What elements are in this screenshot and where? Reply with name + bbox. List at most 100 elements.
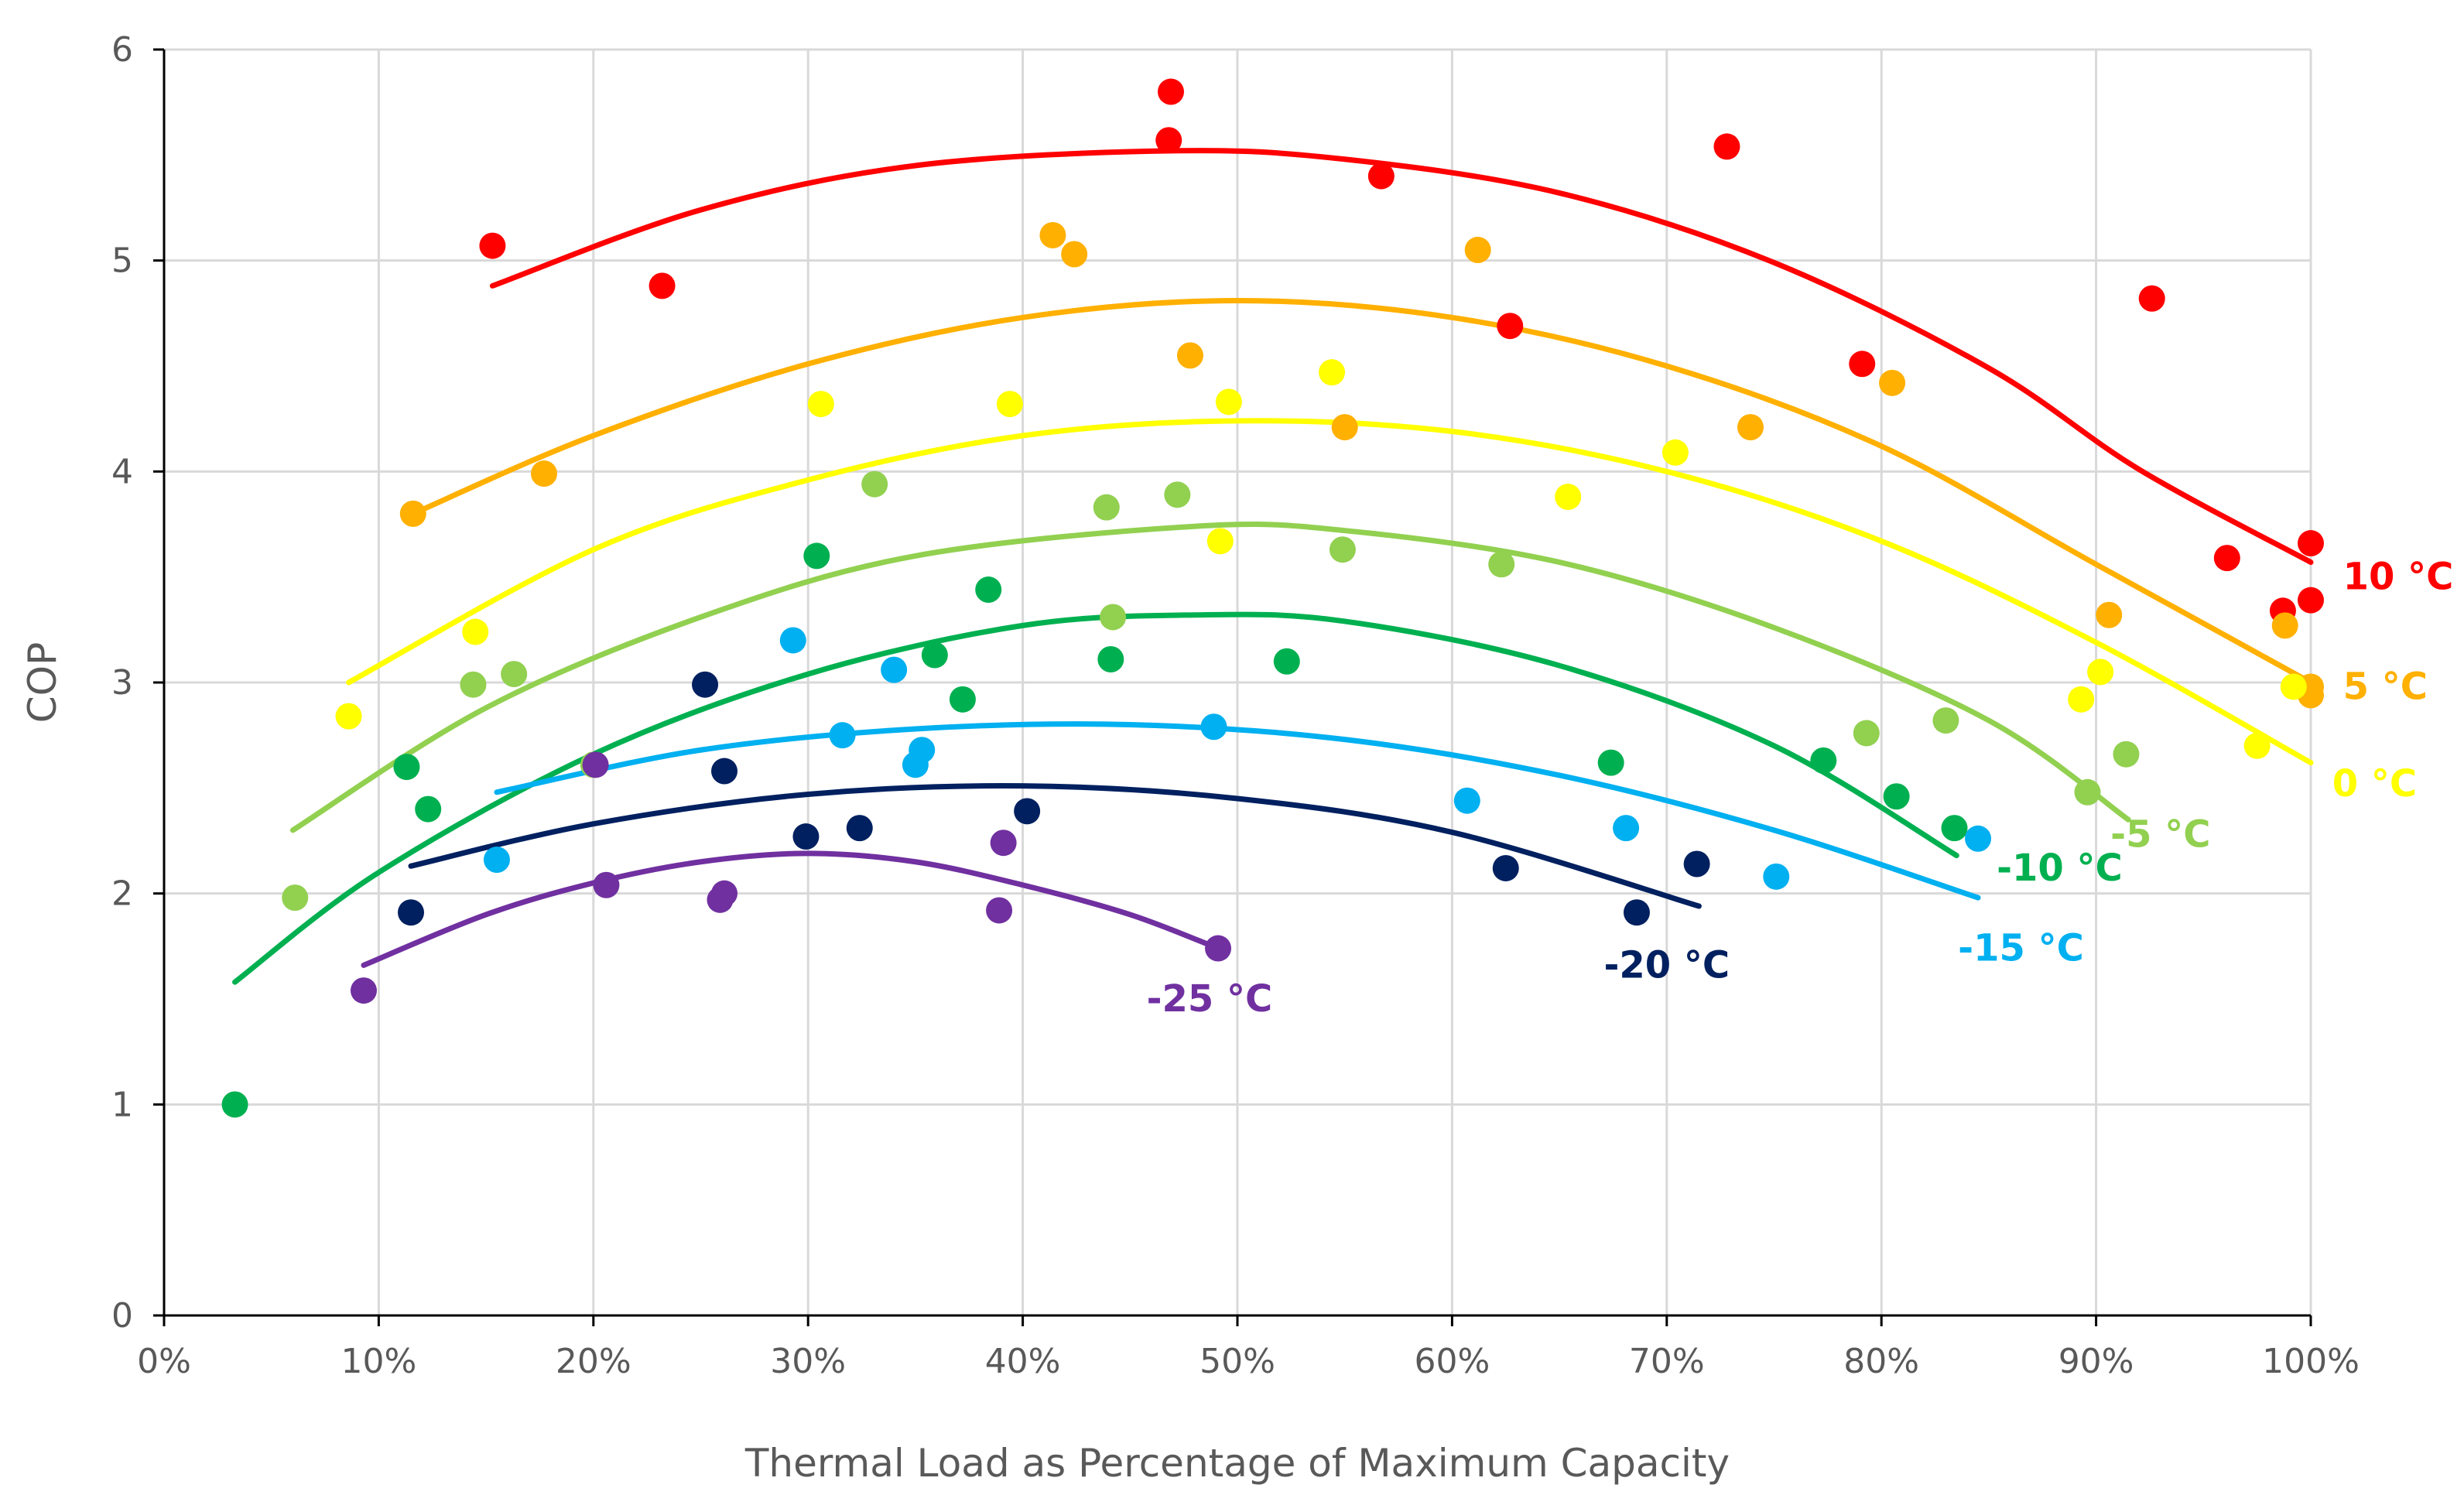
data-point (949, 686, 976, 713)
series-labels: 10 °C 5 °C 0 °C -5 °C-10 °C -15 °C -20 °C -25 … (1147, 556, 2454, 1021)
data-point (1763, 863, 1790, 890)
trend-line (232, 611, 1959, 985)
axes (153, 48, 2312, 1326)
data-point (1176, 342, 1203, 369)
x-tick-label: 90% (2058, 1342, 2134, 1381)
data-point (881, 656, 908, 683)
x-tick-label: 60% (1415, 1342, 1490, 1381)
series-label: 5 °C (2343, 665, 2428, 708)
data-point (829, 722, 856, 749)
data-point (2280, 673, 2307, 700)
data-point (1158, 78, 1185, 105)
data-point (1464, 237, 1491, 264)
x-axis-title: Thermal Load as Percentage of Maximum Ca… (744, 1441, 1730, 1486)
y-tick-label: 5 (111, 241, 133, 281)
data-point (1965, 825, 1992, 852)
data-point (711, 758, 738, 785)
data-point (1810, 747, 1837, 774)
data-point (1097, 646, 1124, 673)
data-point (582, 751, 609, 778)
data-point (479, 232, 506, 259)
data-point (2298, 530, 2324, 557)
data-point (846, 815, 873, 842)
trend-line (489, 148, 2314, 566)
data-point (779, 627, 806, 654)
x-tick-label: 20% (556, 1342, 631, 1381)
data-point (1164, 481, 1191, 508)
data-point (501, 661, 528, 688)
data-point (1273, 648, 1300, 675)
data-point (399, 500, 426, 527)
data-point (1661, 439, 1689, 466)
data-point (1205, 935, 1232, 962)
series-label: -20 °C (1603, 943, 1730, 987)
data-point (221, 1091, 248, 1118)
data-point (1623, 899, 1650, 926)
y-tick-label: 6 (111, 30, 133, 70)
data-point (1331, 414, 1358, 441)
data-point (335, 703, 362, 730)
x-tick-label: 100% (2262, 1342, 2360, 1381)
x-tick-label: 10% (341, 1342, 417, 1381)
data-point (2243, 732, 2271, 759)
x-tick-label: 0% (137, 1342, 191, 1381)
data-point (1200, 713, 1227, 741)
series-label: -10 °C (1997, 847, 2123, 890)
data-point (1453, 787, 1480, 814)
data-point (2271, 612, 2298, 639)
data-point (398, 899, 425, 926)
y-tick-label: 3 (111, 663, 133, 703)
data-points (221, 78, 2324, 1118)
data-point (393, 754, 420, 781)
data-point (803, 542, 830, 570)
y-tick-label: 2 (111, 874, 133, 914)
x-tick-label: 40% (985, 1342, 1061, 1381)
data-point (2138, 285, 2165, 312)
series-label: -25 °C (1147, 977, 1273, 1021)
data-point (1206, 528, 1234, 555)
data-point (1492, 854, 1519, 881)
data-point (975, 576, 1002, 604)
trend-line (408, 782, 1702, 909)
data-point (415, 795, 442, 823)
data-point (1488, 551, 1515, 578)
y-tick-label: 0 (111, 1296, 133, 1336)
x-tick-label: 30% (770, 1342, 846, 1381)
data-point (1555, 484, 1582, 511)
x-tick-label: 80% (1843, 1342, 1919, 1381)
data-point (2113, 741, 2140, 768)
data-point (2087, 659, 2114, 686)
data-point (792, 823, 820, 850)
data-point (1329, 536, 1356, 563)
data-point (1061, 241, 1088, 268)
series-label: -5 °C (2110, 812, 2210, 856)
data-point (1883, 783, 1910, 810)
trend-line (361, 850, 1221, 968)
data-point (986, 897, 1013, 924)
y-axis-title: COP (20, 642, 65, 723)
data-point (1155, 127, 1182, 154)
data-point (1853, 720, 1880, 747)
data-point (593, 871, 620, 898)
trend-line (289, 522, 2131, 833)
data-point (711, 880, 738, 907)
data-point (807, 391, 834, 418)
y-tick-label: 4 (111, 452, 133, 491)
data-point (1879, 369, 1906, 396)
x-tick-label: 70% (1629, 1342, 1705, 1381)
data-point (1737, 414, 1764, 441)
data-point (861, 470, 888, 498)
trend-line (494, 721, 1981, 901)
data-point (990, 830, 1017, 857)
tick-labels: 0% 10% 20% 30% 40% 50% 60% 70% 80% 90% 100% 0 1 2 3 4 5 6 (111, 30, 2360, 1381)
trend-lines (232, 148, 2314, 985)
data-point (649, 272, 676, 299)
x-tick-label: 50% (1199, 1342, 1275, 1381)
data-point (996, 391, 1023, 418)
data-point (1683, 850, 1710, 877)
data-point (350, 977, 377, 1004)
data-point (2074, 778, 2101, 806)
data-point (1367, 162, 1395, 190)
data-point (1093, 494, 1120, 521)
data-point (1215, 388, 1242, 416)
